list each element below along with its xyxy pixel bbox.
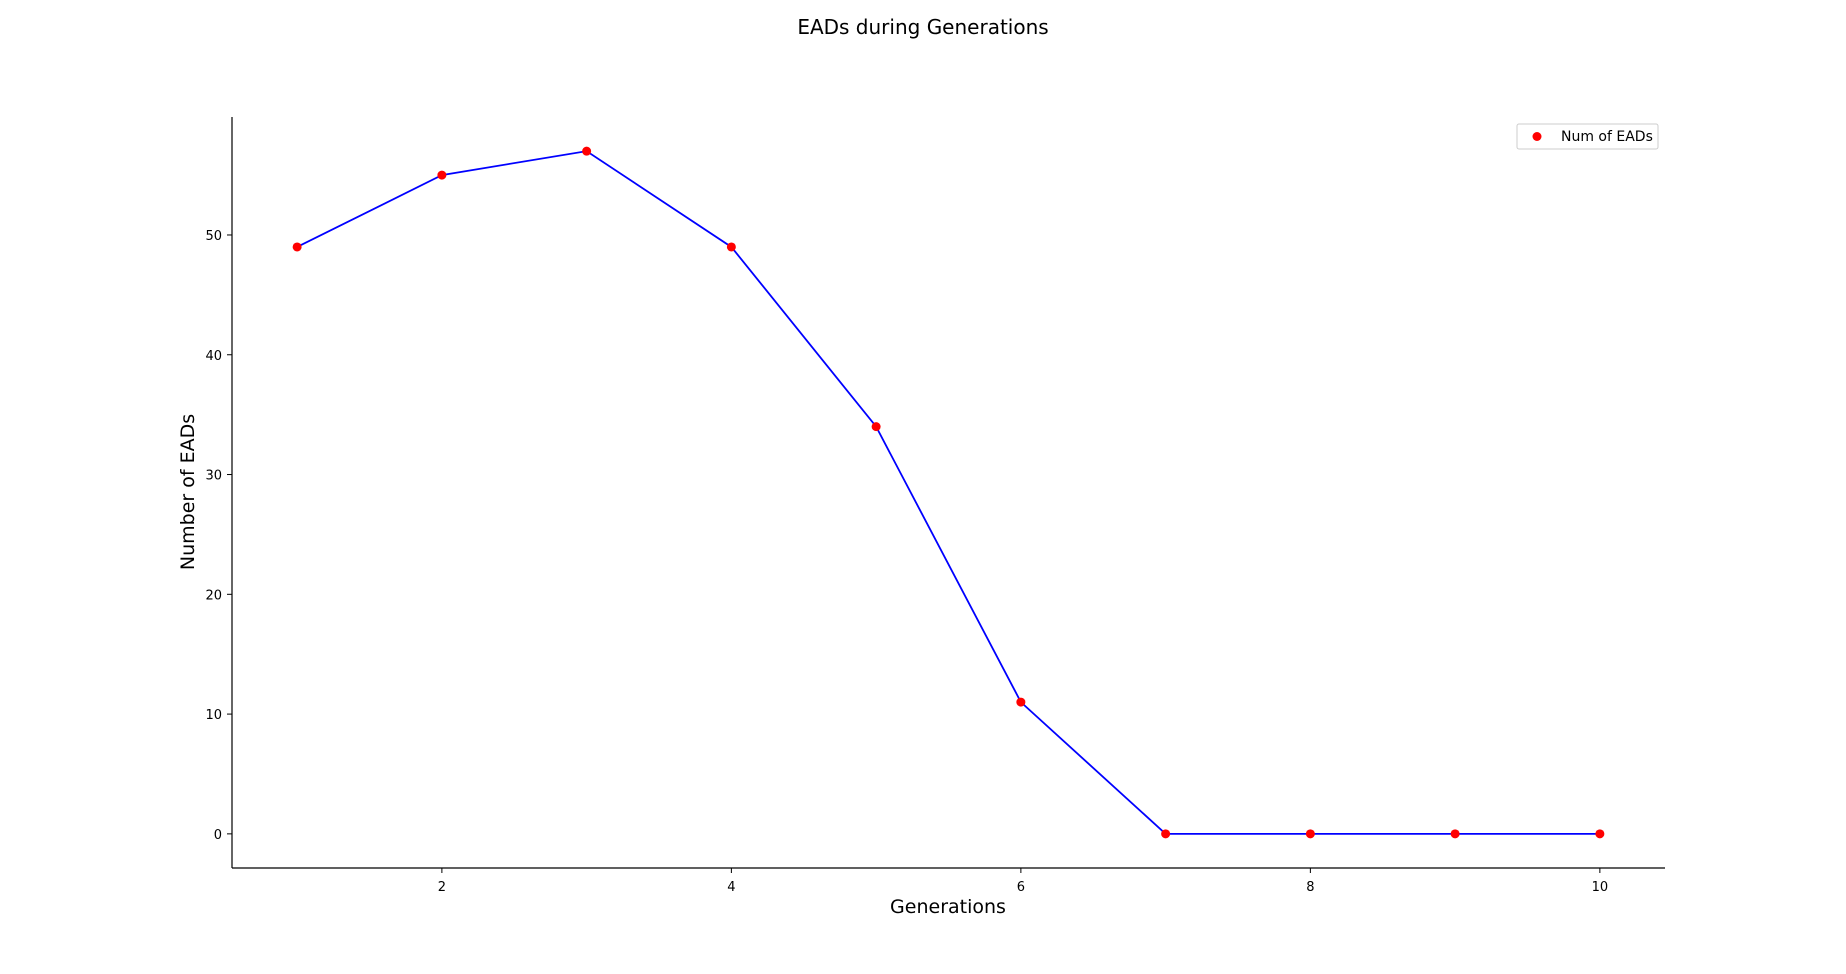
y-ticks: 0 10 20 30 40 50 — [205, 229, 232, 843]
y-tick-label-50: 50 — [205, 229, 222, 244]
y-axis-title: Number of EADs — [177, 414, 199, 570]
data-point-6 — [1016, 697, 1026, 707]
data-point-2 — [437, 170, 447, 180]
data-point-8 — [1305, 829, 1315, 839]
y-tick-label-30: 30 — [205, 469, 222, 484]
y-tick-label-20: 20 — [205, 588, 222, 603]
data-point-5 — [871, 422, 881, 432]
x-tick-label-2: 2 — [438, 880, 446, 895]
x-axis-title: Generations — [890, 896, 1006, 918]
x-tick-label-10: 10 — [1592, 880, 1609, 895]
y-tick-label-40: 40 — [205, 349, 222, 364]
data-point-1 — [292, 242, 302, 252]
legend-marker — [1532, 132, 1542, 141]
x-ticks: 2 4 6 8 10 — [438, 868, 1608, 895]
x-tick-label-6: 6 — [1017, 880, 1025, 895]
legend-label: Num of EADs — [1561, 129, 1653, 145]
data-point-3 — [582, 146, 592, 156]
data-point-9 — [1450, 829, 1460, 839]
chart-title: EADs during Generations — [797, 15, 1048, 39]
data-point-10 — [1595, 829, 1605, 839]
y-tick-label-10: 10 — [205, 708, 222, 723]
series-line-0 — [296, 150, 1600, 835]
data-point-7 — [1161, 829, 1171, 839]
y-tick-label-0: 0 — [214, 828, 222, 843]
x-tick-label-4: 4 — [727, 880, 735, 895]
legend-box — [1516, 123, 1659, 150]
data-point-4 — [726, 242, 736, 252]
series-layer — [292, 146, 1605, 839]
legend: Num of EADs — [1516, 123, 1659, 150]
x-tick-label-8: 8 — [1306, 880, 1314, 895]
